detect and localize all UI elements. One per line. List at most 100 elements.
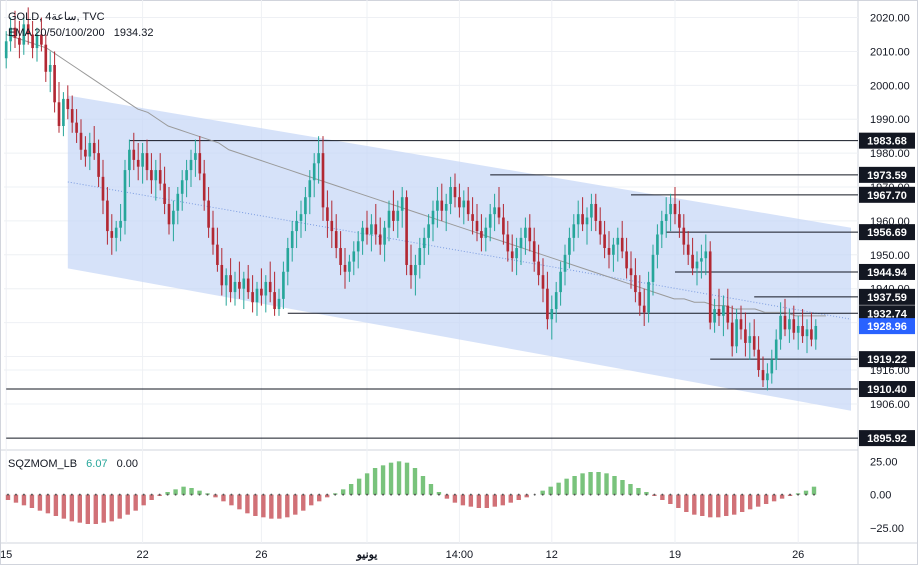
- candle: [810, 329, 813, 340]
- level-label: 1944.94: [867, 267, 908, 279]
- squeeze-histogram: [5, 461, 817, 524]
- squeeze-dot: [38, 493, 41, 496]
- squeeze-dot: [6, 493, 9, 496]
- squeeze-dot: [238, 493, 241, 496]
- candle: [312, 163, 316, 181]
- squeeze-dot: [645, 493, 648, 496]
- squeeze-dot: [214, 493, 217, 496]
- candle: [634, 275, 637, 293]
- candle: [497, 207, 501, 218]
- candle: [541, 275, 545, 289]
- squeeze-dot: [62, 493, 65, 496]
- candle: [598, 220, 602, 235]
- squeeze-dot: [286, 493, 289, 496]
- current-price-bg: [859, 318, 915, 335]
- candle: [682, 227, 686, 245]
- candle: [158, 170, 162, 184]
- level-label: 1967.70: [867, 190, 907, 202]
- candle: [757, 349, 760, 371]
- candle: [326, 207, 329, 221]
- candle: [735, 319, 738, 347]
- price-channel: [67, 95, 852, 411]
- squeeze-dot: [294, 493, 297, 496]
- candle: [779, 315, 782, 340]
- indicator-header: SQZMOM_LB 6.07 0.00: [8, 458, 144, 470]
- candle: [97, 153, 100, 177]
- candle: [185, 170, 188, 181]
- candle: [752, 336, 756, 350]
- candle: [330, 220, 334, 232]
- squeeze-dot: [805, 493, 808, 496]
- candle: [673, 203, 677, 215]
- candle: [506, 234, 510, 252]
- candle: [339, 248, 342, 265]
- squeeze-dot: [158, 493, 161, 496]
- candle: [427, 224, 430, 238]
- squeeze-dot: [797, 493, 800, 496]
- candle: [44, 44, 48, 72]
- candle: [251, 292, 254, 303]
- squeeze-dot: [46, 493, 49, 496]
- candle: [462, 200, 466, 208]
- candle: [264, 281, 268, 296]
- candle: [642, 305, 646, 313]
- candle: [678, 214, 681, 228]
- squeeze-dot: [86, 493, 89, 496]
- candle: [744, 329, 747, 343]
- candle: [26, 24, 30, 35]
- candle: [308, 180, 312, 198]
- time-tick-label: 22: [136, 549, 148, 561]
- time-axis[interactable]: 15 22 26 يونيو 14:00 12 19 26: [0, 549, 804, 561]
- squeeze-dot: [549, 493, 552, 496]
- squeeze-dot: [517, 493, 520, 496]
- squeeze-dot: [749, 493, 752, 496]
- candle: [418, 248, 422, 265]
- candle: [4, 41, 8, 59]
- candle: [796, 325, 800, 333]
- candle: [466, 200, 470, 215]
- squeeze-dot: [765, 493, 768, 496]
- squeeze-dot: [581, 493, 584, 496]
- candle: [194, 153, 197, 160]
- squeeze-dot: [437, 493, 440, 496]
- level-label: 1910.40: [867, 384, 907, 396]
- candle: [493, 207, 496, 215]
- squeeze-dot: [485, 493, 488, 496]
- candle: [57, 102, 61, 127]
- squeeze-dot: [190, 493, 193, 496]
- squeeze-dot: [669, 493, 672, 496]
- level-label: 1937.59: [867, 292, 907, 304]
- squeeze-dot: [813, 493, 816, 496]
- candle: [660, 220, 664, 235]
- candle: [458, 197, 461, 208]
- candle: [581, 214, 584, 225]
- level-label-bg: [859, 224, 915, 241]
- squeeze-dot: [382, 493, 385, 496]
- candle: [730, 322, 734, 347]
- candle: [722, 305, 725, 316]
- candles: [4, 7, 818, 391]
- candle: [814, 325, 818, 340]
- symbol-label: GOLD, 4ساعة, TVC: [8, 11, 105, 23]
- price-tick-label: 1990.00: [870, 114, 910, 126]
- candle: [378, 234, 382, 245]
- candle: [62, 98, 65, 127]
- squeeze-dot: [725, 493, 728, 496]
- level-label: 1956.69: [867, 227, 907, 239]
- candle: [167, 203, 171, 225]
- candle: [431, 210, 435, 225]
- indicator-tick-label: 25.00: [870, 456, 898, 468]
- candle: [88, 142, 92, 157]
- squeeze-dot: [597, 493, 600, 496]
- squeeze-dot: [166, 493, 169, 496]
- candle: [211, 227, 215, 245]
- candle: [664, 214, 668, 221]
- candle: [304, 197, 307, 215]
- time-tick-label: 26: [255, 549, 267, 561]
- squeeze-dot: [757, 493, 760, 496]
- symbol-header: GOLD, 4ساعة, TVC: [8, 10, 111, 23]
- squeeze-dot: [318, 493, 321, 496]
- candle: [356, 241, 360, 252]
- candle: [233, 281, 237, 293]
